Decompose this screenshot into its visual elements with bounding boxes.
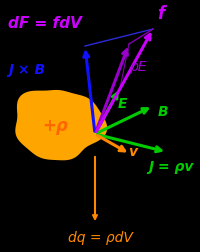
Polygon shape	[15, 90, 107, 160]
Text: +ρ: +ρ	[42, 117, 68, 135]
Text: B: B	[158, 105, 169, 119]
Text: ρE: ρE	[130, 60, 148, 74]
Text: dq = ρdV: dq = ρdV	[68, 231, 133, 245]
Text: f: f	[157, 5, 164, 23]
Text: v: v	[128, 145, 137, 159]
Text: dF = fdV: dF = fdV	[8, 16, 82, 32]
Text: J × B: J × B	[8, 63, 45, 77]
Text: E: E	[118, 97, 128, 111]
Text: J = ρv: J = ρv	[148, 160, 193, 174]
